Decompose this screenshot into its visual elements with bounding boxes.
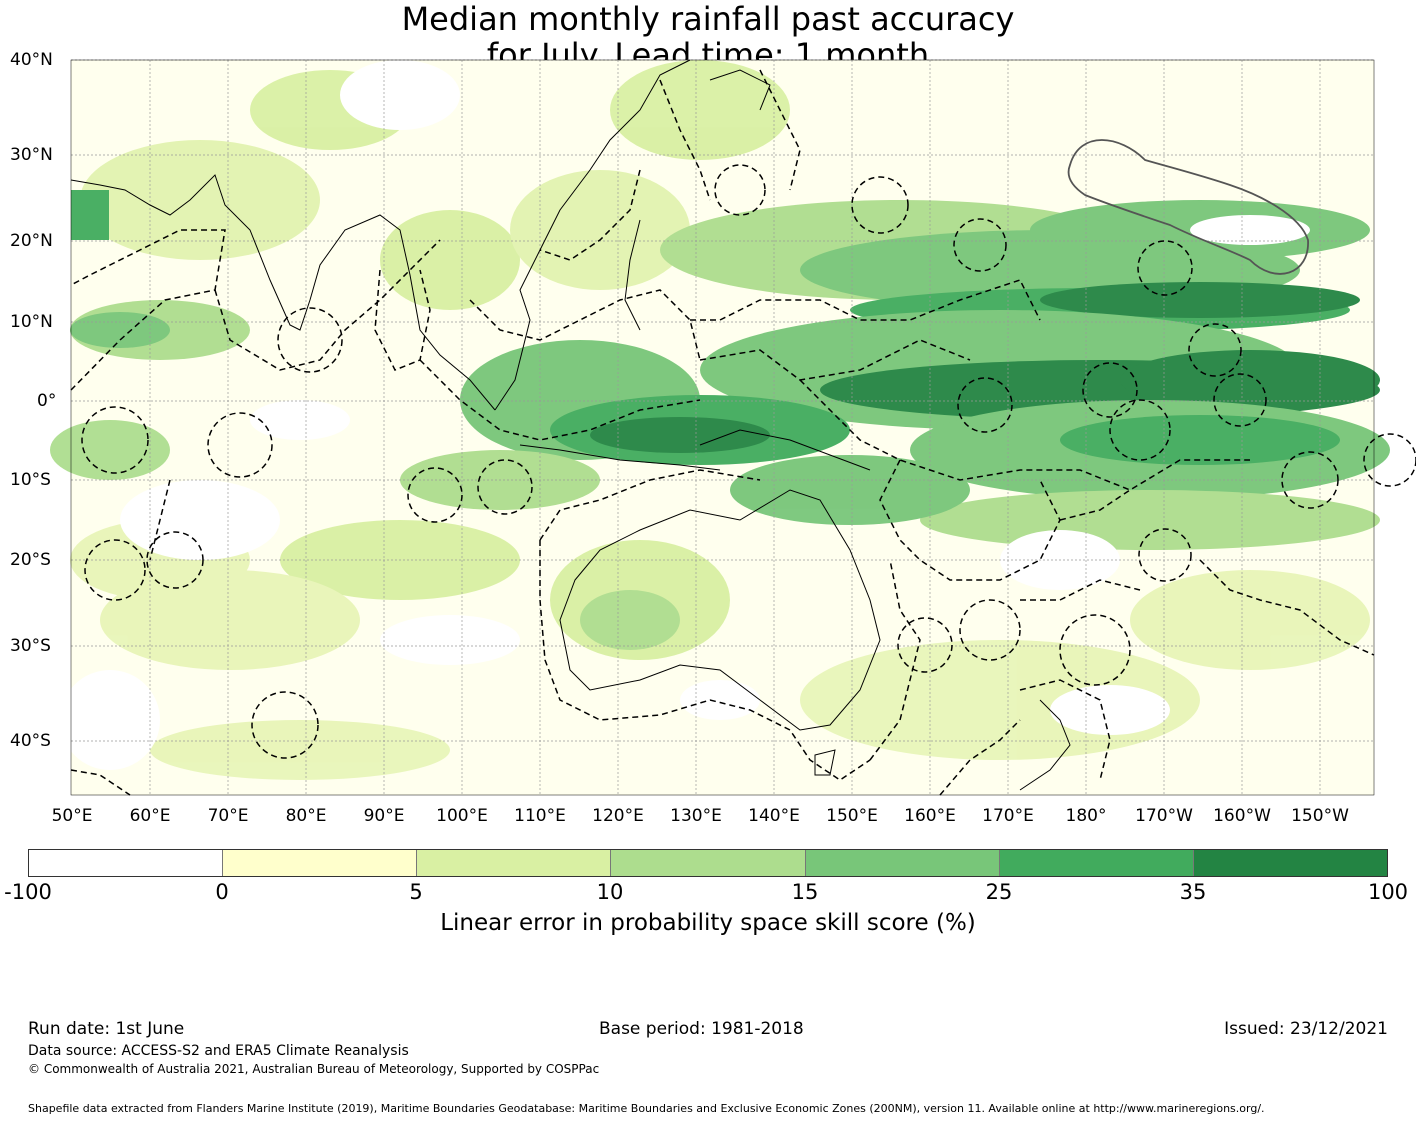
colorbar-swatch xyxy=(1193,850,1387,876)
lon-label: 180° xyxy=(1065,806,1107,826)
lon-label: 170°E xyxy=(982,806,1034,826)
lon-label: 100°E xyxy=(436,806,488,826)
lon-label: 170°W xyxy=(1135,806,1193,826)
colorbar xyxy=(28,849,1388,877)
colorbar-tick: 15 xyxy=(791,880,819,904)
lon-label: 60°E xyxy=(129,806,171,826)
base-period: Base period: 1981-2018 xyxy=(599,1019,804,1039)
lon-label: 140°E xyxy=(748,806,800,826)
run-date: Run date: 1st June xyxy=(28,1019,185,1039)
lat-label-40n: 40°N xyxy=(10,50,53,70)
hawaii-eez-boundary xyxy=(1067,139,1309,275)
lat-label-20s: 20°S xyxy=(10,550,51,570)
colorbar-tick: 35 xyxy=(1179,880,1207,904)
negative-skill-areas xyxy=(60,60,1310,770)
colorbar-tick: -100 xyxy=(4,880,52,904)
lon-label: 160°E xyxy=(904,806,956,826)
skill-field xyxy=(50,60,1390,780)
eez-boundaries xyxy=(70,69,1416,796)
colorbar-tick: 0 xyxy=(215,880,229,904)
skill-map xyxy=(50,59,1416,796)
lon-label: 90°E xyxy=(363,806,405,826)
coastlines xyxy=(70,59,1071,791)
lon-label: 110°E xyxy=(514,806,566,826)
map-title-line-1: Median monthly rainfall past accuracy xyxy=(401,0,1015,38)
colorbar-swatch xyxy=(805,850,1000,876)
lon-label: 150°E xyxy=(826,806,878,826)
graticule xyxy=(71,59,1374,795)
lon-label: 50°E xyxy=(51,806,93,826)
colorbar-swatch xyxy=(417,850,612,876)
lon-label: 80°E xyxy=(285,806,327,826)
colorbar-tick: 10 xyxy=(596,880,624,904)
colorbar-swatch xyxy=(29,850,224,876)
lon-label: 150°W xyxy=(1291,806,1349,826)
lon-label: 70°E xyxy=(207,806,249,826)
lon-label: 130°E xyxy=(670,806,722,826)
lat-label-30s: 30°S xyxy=(10,636,51,656)
colorbar-swatch xyxy=(223,850,418,876)
lat-label-30n: 30°N xyxy=(10,145,53,165)
lon-label: 120°E xyxy=(592,806,644,826)
lat-label-10n: 10°N xyxy=(10,312,53,332)
colorbar-swatch xyxy=(611,850,806,876)
map-frame xyxy=(70,59,1375,796)
lat-label-20n: 20°N xyxy=(10,231,53,251)
data-source: Data source: ACCESS-S2 and ERA5 Climate … xyxy=(28,1043,409,1059)
lon-label: 160°W xyxy=(1213,806,1271,826)
copyright: © Commonwealth of Australia 2021, Austra… xyxy=(28,1062,600,1076)
lat-label-10s: 10°S xyxy=(10,470,51,490)
colorbar-tick: 100 xyxy=(1367,880,1409,904)
issued-date: Issued: 23/12/2021 xyxy=(1224,1019,1388,1039)
shapefile-credit: Shapefile data extracted from Flanders M… xyxy=(28,1102,1265,1115)
lat-label-40s: 40°S xyxy=(10,731,51,751)
lat-label-equator: 0° xyxy=(37,391,57,411)
colorbar-tick: 25 xyxy=(985,880,1013,904)
colorbar-swatch xyxy=(999,850,1194,876)
colorbar-label: Linear error in probability space skill … xyxy=(440,910,976,936)
colorbar-tick: 5 xyxy=(409,880,423,904)
